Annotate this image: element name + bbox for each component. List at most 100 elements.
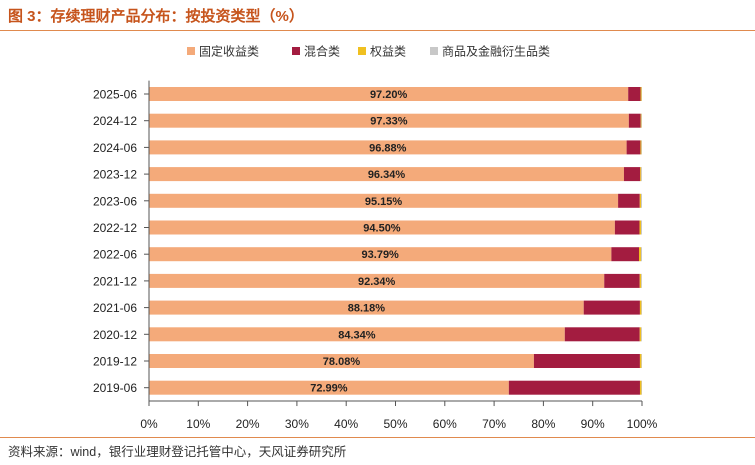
legend-swatch: [187, 47, 195, 55]
bar-segment: [641, 113, 642, 128]
bar-segment: [604, 273, 640, 288]
bar-segment: [641, 193, 642, 208]
x-tick-label: 40%: [334, 417, 358, 431]
legend-swatch: [292, 47, 300, 55]
bar-segment: [639, 354, 642, 368]
bar-segment: [640, 140, 642, 155]
data-label: 78.08%: [323, 356, 361, 368]
stacked-bar-chart: 固定收益类 混合类 权益类 商品及金融衍生品类 2025-06 2024-12 2024-…: [93, 44, 658, 432]
x-tick-label: 60%: [433, 417, 457, 431]
bar-segment: [641, 327, 642, 342]
data-label: 97.33%: [370, 116, 408, 128]
bar-segment: [149, 140, 627, 155]
data-label: 96.34%: [368, 169, 406, 181]
chart-axes: [148, 80, 642, 402]
bar-segment: [149, 193, 619, 208]
bar-segment: [640, 247, 642, 262]
bar-segment: [614, 220, 640, 235]
bar-segment: [640, 167, 642, 182]
y-tick-label: 2021-06: [93, 301, 137, 315]
y-tick-label: 2024-06: [93, 141, 137, 155]
bar-segment: [640, 113, 642, 128]
bar-segment: [639, 273, 642, 288]
bar-segment: [641, 354, 642, 368]
data-label: 88.18%: [348, 303, 386, 315]
legend-label: 权益类: [370, 45, 406, 59]
bar-segment: [618, 193, 640, 208]
data-label: 94.50%: [363, 223, 401, 235]
y-tick-label: 2019-06: [93, 381, 137, 395]
source-rule: [0, 437, 755, 438]
bar-segment: [149, 247, 612, 262]
data-label: 97.20%: [370, 89, 408, 101]
data-label: 72.99%: [310, 383, 348, 395]
bar-segment: [149, 113, 629, 128]
bar-segment: [641, 300, 642, 315]
x-tick-label: 70%: [482, 417, 506, 431]
chart-bars: [149, 87, 642, 395]
bar-segment: [639, 380, 642, 395]
bar-segment: [623, 167, 641, 182]
y-axis-labels: 2025-06 2024-12 2024-06 2023-12 2023-06 2022-…: [93, 88, 149, 395]
x-axis-ticks: 0% 10% 20% 30% 40% 50% 60% 70% 80% 90% 100%: [140, 401, 658, 431]
bar-segment: [641, 140, 642, 155]
bar-segment: [149, 327, 565, 342]
x-tick-label: 80%: [531, 417, 555, 431]
y-tick-label: 2022-06: [93, 248, 137, 262]
bar-segment: [533, 354, 640, 368]
y-tick-label: 2019-12: [93, 355, 137, 369]
legend-label: 混合类: [304, 44, 340, 59]
x-tick-label: 0%: [140, 417, 158, 431]
bar-segment: [628, 87, 641, 101]
x-tick-label: 90%: [581, 417, 605, 431]
figure-title: 图 3：存续理财产品分布：按投资类型（%）: [8, 8, 304, 25]
y-tick-label: 2023-06: [93, 194, 137, 208]
bar-segment: [611, 247, 639, 262]
bar-segment: [639, 193, 642, 208]
bar-segment: [639, 300, 642, 315]
legend-label: 固定收益类: [199, 44, 259, 59]
bar-segment: [640, 87, 642, 101]
bar-segment: [641, 273, 642, 288]
bar-segment: [628, 113, 641, 128]
bar-segment: [149, 87, 629, 101]
legend-label: 商品及金融衍生品类: [442, 44, 550, 59]
bar-segment: [564, 327, 640, 342]
title-rule: [0, 30, 755, 31]
y-tick-label: 2023-12: [93, 168, 137, 182]
data-label: 93.79%: [362, 249, 400, 261]
bar-segment: [149, 167, 624, 182]
data-label: 92.34%: [358, 276, 396, 288]
data-labels: 97.20% 97.33% 96.88% 96.34% 95.15% 94.50% 93.7…: [310, 89, 408, 395]
x-tick-label: 50%: [383, 417, 407, 431]
bar-segment: [149, 273, 605, 288]
legend-swatch: [430, 47, 438, 55]
y-tick-label: 2020-12: [93, 328, 137, 342]
bar-segment: [626, 140, 641, 155]
bar-segment: [641, 167, 642, 182]
data-label: 96.88%: [369, 142, 407, 154]
bar-segment: [639, 220, 642, 235]
x-tick-label: 10%: [186, 417, 210, 431]
source-note: 资料来源：wind，银行业理财登记托管中心，天风证券研究所: [8, 445, 347, 459]
bar-segment: [638, 247, 641, 262]
bar-segment: [149, 354, 534, 368]
bar-segment: [149, 380, 509, 395]
y-tick-label: 2025-06: [93, 88, 137, 102]
bar-segment: [639, 327, 642, 342]
chart-legend: 固定收益类 混合类 权益类 商品及金融衍生品类: [187, 44, 550, 59]
bar-segment: [583, 300, 640, 315]
y-tick-label: 2022-12: [93, 221, 137, 235]
x-tick-label: 100%: [627, 417, 658, 431]
bar-segment: [641, 220, 642, 235]
data-label: 95.15%: [365, 196, 403, 208]
x-tick-label: 30%: [285, 417, 309, 431]
bar-segment: [641, 380, 642, 395]
y-tick-label: 2021-12: [93, 274, 137, 288]
y-tick-label: 2024-12: [93, 114, 137, 128]
bar-segment: [508, 380, 640, 395]
bar-segment: [149, 220, 615, 235]
x-tick-label: 20%: [236, 417, 260, 431]
data-label: 84.34%: [338, 329, 376, 341]
legend-swatch: [358, 47, 366, 55]
